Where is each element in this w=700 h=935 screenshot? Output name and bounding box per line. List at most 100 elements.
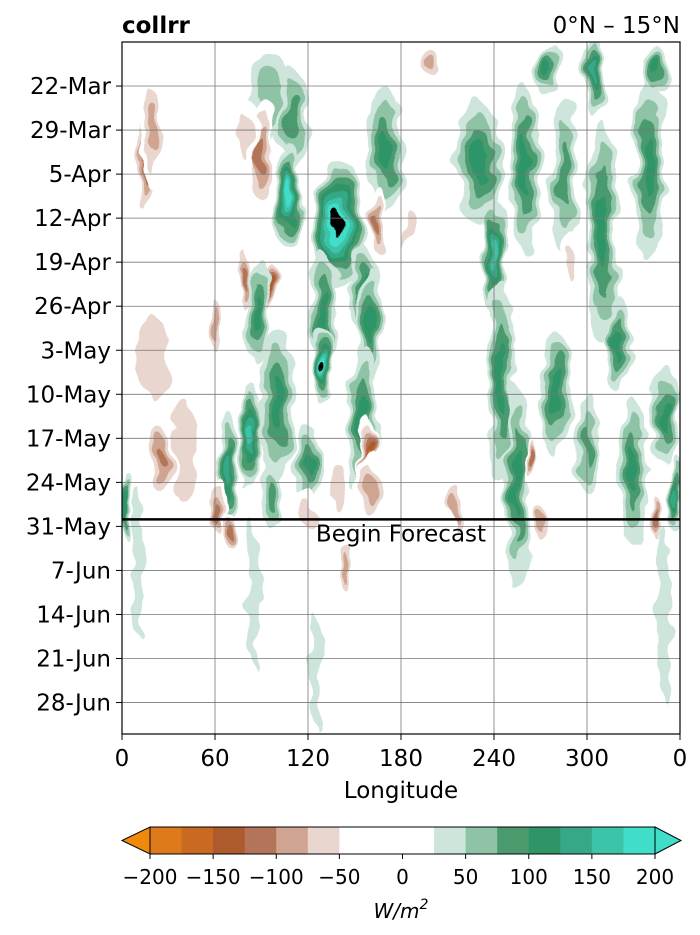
field-feature — [122, 92, 138, 244]
colorbar-segment — [370, 827, 435, 854]
field-feature — [605, 293, 631, 395]
colorbar: −200 −150 −100 −50 0 50 100 150 200 — [120, 826, 683, 889]
contour-level — [254, 295, 263, 330]
colorbar-tick-label: 50 — [453, 865, 478, 889]
x-axis: 0 60 120 180 240 300 0 — [115, 734, 688, 772]
contour-level — [238, 113, 254, 160]
contour-level — [156, 444, 166, 470]
contour-level — [334, 213, 344, 236]
colorbar-segment — [560, 827, 593, 854]
x-tick-label: 0 — [115, 746, 130, 772]
contour-level — [628, 444, 639, 495]
contour-level — [591, 63, 599, 84]
field-feature — [162, 362, 206, 539]
contour-level — [247, 520, 260, 672]
field-feature — [233, 98, 259, 175]
contour-level — [450, 494, 460, 522]
field-feature — [325, 450, 353, 527]
contour-level — [170, 398, 198, 504]
chart-title-left: collrr — [122, 13, 191, 39]
y-tick-label: 17-May — [26, 426, 111, 452]
colorbar-unit-exponent: 2 — [420, 897, 429, 913]
y-tick-label: 3-May — [41, 338, 111, 364]
contour-level — [224, 454, 231, 486]
colorbar-tick-label: 200 — [636, 865, 674, 889]
colorbar-segment — [465, 827, 498, 854]
field-feature — [419, 42, 445, 80]
x-axis-label: Longitude — [344, 778, 458, 804]
y-tick-label: 28-Jun — [36, 691, 111, 717]
field-feature — [582, 42, 608, 112]
contour-level — [122, 497, 129, 519]
y-tick-label: 7-Jun — [51, 558, 111, 584]
contour-level — [318, 291, 329, 334]
y-axis: 22-Mar 29-Mar 5-Apr 12-Apr 19-Apr 26-Apr 3-May… — [26, 74, 122, 717]
colorbar-label: W/m2 — [374, 897, 429, 923]
contour-level — [526, 448, 533, 466]
contour-level — [176, 42, 208, 99]
field-feature — [368, 186, 388, 263]
contour-level — [256, 136, 267, 175]
y-tick-label: 14-Jun — [36, 602, 111, 628]
field-feature — [182, 639, 202, 734]
field-feature — [401, 230, 432, 307]
field-feature — [311, 325, 336, 401]
contour-level — [345, 48, 364, 87]
colorbar-extend-high — [654, 826, 683, 855]
contour-level — [122, 92, 138, 244]
contour-level — [497, 348, 507, 416]
contour-level — [320, 356, 327, 370]
contour-level — [660, 402, 669, 437]
x-tick-label: 240 — [472, 746, 516, 772]
colorbar-segment — [528, 827, 561, 854]
contour-level — [285, 95, 300, 140]
field-feature — [277, 67, 308, 168]
contour-level — [374, 211, 381, 238]
contour-level — [393, 463, 425, 527]
colorbar-unit: W/m — [374, 899, 420, 923]
field-feature — [258, 331, 296, 483]
field-feature — [509, 79, 541, 256]
begin-forecast-annotation: Begin Forecast — [316, 521, 486, 547]
contour-level — [427, 406, 453, 483]
y-tick-label: 19-Apr — [34, 250, 111, 276]
contour-level — [166, 494, 186, 596]
contour-level — [136, 311, 170, 402]
contour-level — [182, 639, 202, 734]
field-feature — [247, 520, 260, 672]
contour-level — [673, 484, 680, 506]
field-feature — [535, 42, 561, 93]
field-feature — [393, 463, 425, 527]
colorbar-segment — [497, 827, 530, 854]
chart-title-right: 0°N – 15°N — [553, 13, 680, 39]
field-feature — [618, 394, 649, 546]
colorbar-segment — [150, 827, 183, 854]
y-tick-label: 29-Mar — [30, 118, 112, 144]
colorbar-tick-label: 100 — [510, 865, 548, 889]
colorbar-segment — [276, 827, 309, 854]
gridlines — [121, 42, 681, 734]
field-feature — [633, 79, 665, 256]
contour-level — [284, 182, 291, 204]
y-tick-label: 24-May — [26, 470, 111, 496]
contour-level — [652, 58, 661, 76]
contour-level — [426, 52, 438, 69]
field-feature — [166, 494, 186, 596]
contour-level — [153, 42, 184, 87]
contour-level — [215, 503, 222, 525]
colorbar-segment — [434, 827, 467, 854]
contour-level — [401, 230, 432, 307]
y-tick-label: 21-Jun — [36, 647, 111, 673]
x-tick-label: 0 — [673, 746, 688, 772]
colorbar-segment — [591, 827, 624, 854]
x-tick-label: 180 — [379, 746, 423, 772]
colorbar-segment — [339, 827, 372, 854]
colorbar-tick-label: −200 — [123, 865, 178, 889]
contour-level — [227, 526, 234, 539]
contour-level — [544, 58, 553, 76]
colorbar-extend-low — [120, 826, 151, 855]
contour-level — [270, 381, 284, 433]
contour-level — [365, 306, 375, 344]
contour-level — [519, 138, 531, 198]
